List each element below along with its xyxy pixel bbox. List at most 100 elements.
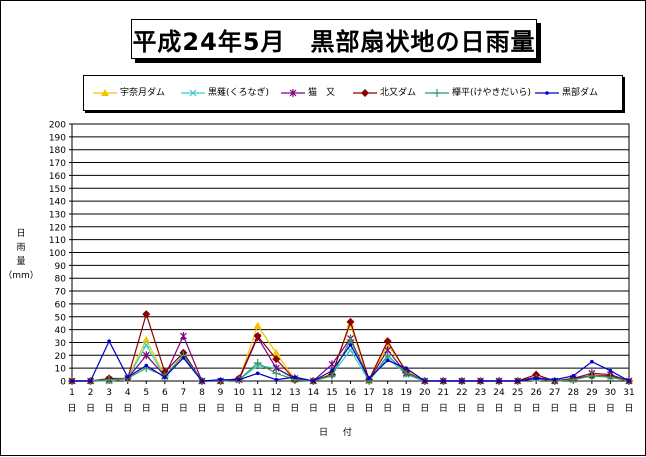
data-point	[534, 376, 538, 381]
data-point	[515, 379, 520, 383]
y-axis-label-char: 日	[16, 229, 26, 239]
data-point	[311, 379, 316, 383]
data-point	[70, 379, 74, 383]
data-point	[144, 363, 149, 368]
legend-swatch-marker	[289, 89, 297, 97]
x-tick-label: 29	[586, 388, 598, 398]
x-tick-label: 19	[400, 388, 412, 398]
x-tick-suffix: 日	[253, 403, 262, 414]
y-tick-label: 160	[49, 172, 66, 182]
x-tick-label: 15	[326, 388, 337, 398]
y-tick-label: 110	[49, 236, 66, 246]
data-point	[142, 341, 150, 349]
x-tick-label: 6	[162, 388, 168, 398]
y-tick-label: 0	[60, 378, 66, 388]
data-point	[478, 379, 483, 383]
y-tick-label: 100	[49, 249, 66, 259]
legend-swatch	[425, 89, 449, 97]
legend-swatch-marker	[189, 89, 197, 97]
x-tick-label: 3	[106, 388, 112, 398]
y-axis-label: 日 雨 量 （mm）	[3, 227, 39, 283]
data-point	[383, 351, 392, 360]
x-tick-suffix: 日	[105, 403, 114, 414]
data-point	[460, 379, 464, 383]
data-point	[348, 343, 353, 347]
x-tick-label: 22	[456, 388, 467, 398]
y-tick-label: 60	[55, 300, 67, 310]
x-tick-label: 5	[143, 388, 149, 398]
data-point	[587, 371, 596, 380]
legend-label: 欅平(けやきだいら)	[452, 88, 532, 98]
y-tick-label: 30	[55, 339, 67, 349]
x-axis-label: 日 付	[319, 428, 358, 438]
x-tick-suffix: 日	[457, 403, 466, 414]
x-tick-label: 26	[530, 388, 542, 398]
series-6	[70, 339, 631, 383]
data-point	[327, 371, 336, 380]
x-tick-suffix: 日	[383, 403, 392, 414]
x-tick-suffix: 日	[290, 403, 299, 414]
data-point	[328, 360, 336, 369]
y-tick-label: 40	[55, 326, 67, 336]
x-tick-label: 31	[623, 388, 634, 398]
data-point	[608, 368, 613, 373]
x-tick-suffix: 日	[123, 403, 132, 414]
legend-swatch	[93, 89, 117, 96]
legend-label: 北又ダム	[380, 88, 417, 98]
y-tick-label: 90	[55, 262, 67, 272]
y-tick-label: 190	[49, 133, 66, 143]
x-tick-suffix: 日	[346, 403, 355, 414]
x-tick-label: 16	[345, 388, 357, 398]
x-tick-suffix: 日	[327, 403, 336, 414]
x-tick-label: 25	[512, 388, 523, 398]
y-tick-label: 180	[49, 146, 66, 156]
data-point	[272, 355, 281, 364]
y-tick-label: 120	[49, 223, 66, 233]
x-tick-label: 11	[252, 388, 263, 398]
data-point	[200, 379, 204, 383]
data-point	[552, 377, 557, 382]
x-tick-suffix: 日	[420, 403, 429, 414]
data-point	[142, 351, 150, 360]
x-tick-suffix: 日	[235, 403, 244, 414]
data-point	[385, 358, 390, 363]
data-point	[218, 377, 223, 382]
y-tick-label: 10	[55, 365, 67, 375]
x-tick-suffix: 日	[86, 403, 95, 414]
y-tick-label: 20	[55, 352, 67, 362]
y-tick-label: 150	[49, 185, 66, 195]
x-tick-suffix: 日	[402, 403, 411, 414]
legend-swatch	[181, 89, 205, 97]
x-tick-label: 20	[419, 388, 431, 398]
data-point	[105, 375, 114, 384]
data-point	[367, 376, 371, 381]
legend-swatch-marker	[101, 89, 109, 96]
x-tick-suffix: 日	[272, 403, 281, 414]
x-tick-label: 2	[88, 388, 94, 398]
data-point	[142, 335, 151, 343]
data-point	[441, 379, 446, 383]
x-tick-label: 8	[199, 388, 205, 398]
x-tick-label: 24	[493, 388, 505, 398]
x-tick-label: 23	[475, 388, 486, 398]
x-tick-label: 28	[568, 388, 580, 398]
x-tick-label: 30	[605, 388, 617, 398]
legend-swatch	[281, 89, 305, 97]
legend-label: 黒部ダム	[562, 88, 599, 98]
x-tick-label: 14	[308, 388, 320, 398]
x-tick-suffix: 日	[179, 403, 188, 414]
x-tick-suffix: 日	[476, 403, 485, 414]
y-tick-label: 170	[49, 159, 66, 169]
x-tick-suffix: 日	[606, 403, 615, 414]
data-point	[346, 317, 355, 326]
x-tick-label: 9	[218, 388, 224, 398]
data-point	[163, 375, 167, 379]
legend-label: 猫 又	[308, 88, 336, 98]
data-point	[497, 379, 501, 383]
data-point	[125, 375, 130, 379]
data-point	[253, 359, 262, 368]
data-point	[422, 379, 427, 383]
x-tick-suffix: 日	[569, 403, 578, 414]
